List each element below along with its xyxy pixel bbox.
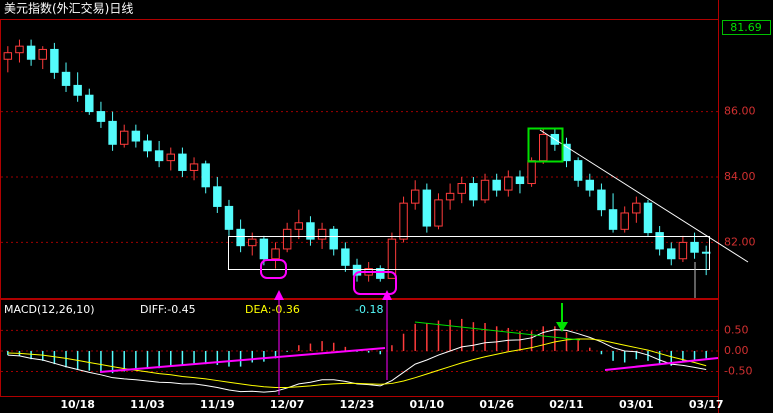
- candle-body: [3, 52, 13, 60]
- candle-body: [678, 241, 688, 260]
- x-tick-label: 11/19: [200, 398, 235, 411]
- candle-body: [85, 94, 94, 113]
- candle-body: [282, 228, 292, 250]
- candle-body: [271, 248, 280, 260]
- candle-body: [457, 183, 466, 194]
- range-box: [228, 236, 710, 270]
- candle-body: [131, 130, 141, 142]
- candle-body: [445, 192, 455, 201]
- candle-body: [701, 251, 711, 254]
- candle-body: [306, 222, 315, 240]
- x-tick-label: 11/03: [130, 398, 165, 411]
- candle-body: [15, 45, 24, 54]
- arrow-head: [556, 322, 568, 332]
- divergence-line: [414, 321, 581, 341]
- candle-body: [585, 179, 595, 191]
- candle-body: [608, 209, 618, 230]
- x-tick-label: 01/26: [479, 398, 514, 411]
- legend-entry: DEA:-0.36: [245, 303, 300, 316]
- candle-body: [352, 264, 362, 276]
- macd-line: [7, 338, 707, 389]
- y-tick-label: 0.50: [724, 323, 749, 336]
- candle-body: [527, 160, 536, 185]
- divergence-line: [99, 347, 386, 373]
- candle-body: [73, 84, 82, 96]
- x-tick-label: 02/11: [549, 398, 584, 411]
- low-circle: [353, 271, 397, 295]
- candle-body: [143, 140, 152, 152]
- x-tick-label: 12/07: [270, 398, 305, 411]
- candle-body: [166, 153, 175, 162]
- y-tick-label: 0.00: [724, 344, 749, 357]
- y-tick-label: 86.00: [724, 105, 756, 118]
- x-tick-label: 10/18: [60, 398, 95, 411]
- x-tick-label: 03/01: [619, 398, 654, 411]
- candle-body: [492, 179, 501, 191]
- x-tick-label: 01/10: [410, 398, 445, 411]
- candle-body: [573, 160, 583, 181]
- candle-body: [189, 163, 199, 171]
- candle-body: [655, 232, 664, 250]
- candle-body: [341, 248, 350, 266]
- candle-body: [38, 48, 47, 60]
- candle-body: [294, 222, 304, 230]
- candle-body: [108, 120, 117, 145]
- candle-body: [236, 228, 245, 247]
- candle-body: [504, 176, 513, 191]
- candle-body: [154, 150, 164, 162]
- x-tick-label: 03/17: [689, 398, 724, 411]
- candle-body: [376, 268, 385, 279]
- annotations: [99, 127, 749, 395]
- legend-entry: -0.18: [355, 303, 383, 316]
- candle-body: [410, 189, 420, 204]
- candle-body: [620, 212, 629, 230]
- y-tick-label: -0.50: [724, 365, 752, 378]
- last-price-box: [722, 20, 771, 35]
- candle-body: [213, 186, 222, 207]
- candle-body: [480, 179, 490, 201]
- marks: 82.00 84.00 86.00 10/18 11/03 11/19 12/07 12/23…: [1, 39, 756, 411]
- y-tick-label: 82.00: [724, 235, 756, 248]
- candle-body: [26, 45, 36, 60]
- trend-line: [539, 129, 749, 263]
- candle-body: [643, 202, 653, 234]
- candle-body: [539, 133, 548, 162]
- candle-body: [178, 153, 187, 171]
- candle-body: [248, 238, 257, 247]
- candle-body: [434, 199, 443, 227]
- candle-body: [597, 189, 606, 211]
- candle-body: [399, 202, 408, 240]
- candle-body: [96, 111, 106, 122]
- candle-body: [515, 176, 525, 185]
- divergence-line: [604, 357, 719, 371]
- candle-body: [690, 241, 699, 253]
- low-circle: [260, 259, 287, 279]
- chart-title: 美元指数(外汇交易)日线: [4, 1, 133, 16]
- candle-body: [317, 228, 327, 240]
- last-price: 81.69: [730, 21, 762, 34]
- top-box: [527, 127, 564, 163]
- candle-body: [119, 130, 129, 145]
- y-tick-label: 84.00: [724, 170, 756, 183]
- arrow-head: [274, 290, 284, 300]
- candle-body: [61, 71, 71, 86]
- arrow-head: [382, 290, 392, 300]
- candle-body: [50, 48, 59, 73]
- legend-entry: DIFF:-0.45: [140, 303, 196, 316]
- candle-body: [224, 205, 234, 230]
- candle-body: [387, 238, 397, 279]
- candle-body: [201, 163, 210, 188]
- legend-entry: MACD(12,26,10): [4, 303, 95, 316]
- candle-body: [422, 189, 432, 227]
- candle-body: [329, 228, 338, 250]
- candle-body: [259, 238, 269, 260]
- candle-body: [667, 248, 676, 260]
- x-tick-label: 12/23: [340, 398, 375, 411]
- candle-body: [469, 183, 478, 201]
- candle-body: [632, 202, 641, 214]
